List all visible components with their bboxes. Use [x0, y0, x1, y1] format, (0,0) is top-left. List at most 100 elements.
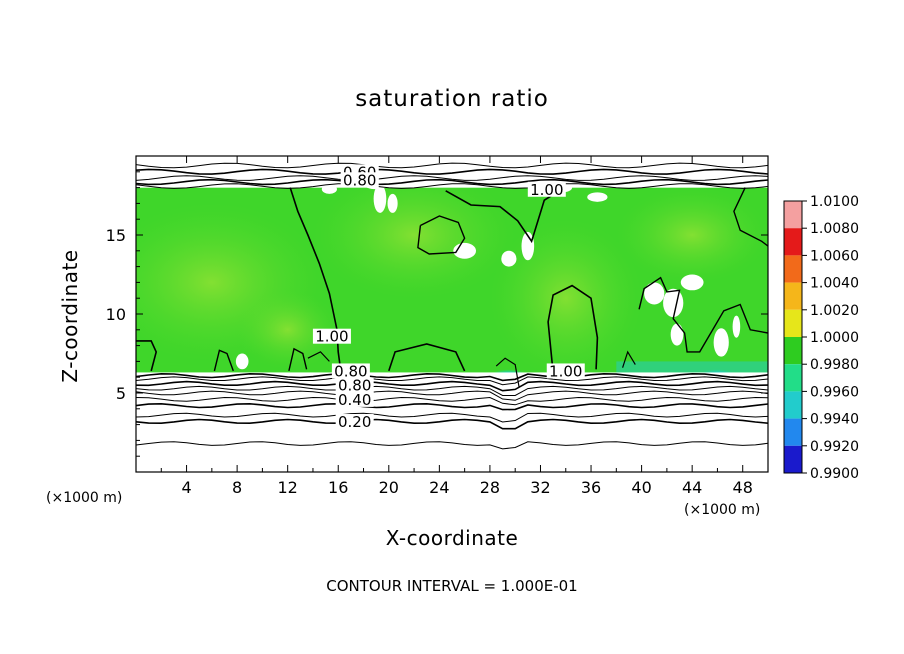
contour-label-bg: [335, 414, 374, 430]
colorbar-segment: [784, 228, 802, 256]
colorbar-label: 1.0100: [810, 194, 859, 210]
colorbar-label: 1.0040: [810, 276, 859, 292]
contour-level-line: [136, 183, 768, 189]
x-tick-label: 28: [480, 478, 500, 497]
dry-patch: [373, 184, 387, 213]
dry-patch: [732, 315, 741, 338]
cool-band: [616, 361, 768, 373]
contour-level-line: [136, 390, 768, 401]
contour-label: 0.20: [338, 413, 371, 431]
x-tick-label: 20: [379, 478, 399, 497]
contour-label: 1.00: [315, 328, 348, 346]
dry-patch: [587, 192, 608, 202]
contour-one-line: [307, 351, 330, 362]
colorbar-segment: [784, 445, 802, 473]
chart-title: saturation ratio: [355, 86, 549, 112]
x-tick-label: 40: [631, 478, 651, 497]
contour-label: 1.00: [549, 362, 582, 380]
contour-one-line: [213, 349, 234, 372]
contour-one-line: [622, 350, 636, 368]
contour-one-line: [445, 188, 563, 244]
contour-level-line: [136, 380, 768, 392]
contour-label-bg: [335, 391, 374, 407]
colorbar-label: 0.9980: [810, 357, 859, 373]
dry-patch: [663, 288, 684, 318]
colorbar-label: 0.9900: [810, 466, 859, 482]
contour-level-line: [136, 168, 768, 175]
x-tick-label: 16: [328, 478, 348, 497]
contour-level-line: [136, 372, 768, 382]
field-warm-region: [616, 187, 768, 283]
dry-patch: [387, 193, 398, 213]
field-warm-region: [237, 290, 339, 370]
x-tick-label: 24: [429, 478, 449, 497]
contour-one-line: [495, 357, 520, 387]
colorbar-label: 0.9940: [810, 412, 859, 428]
colorbar-label: 1.0020: [810, 303, 859, 319]
dry-patch: [644, 282, 665, 305]
colorbar-segment: [784, 418, 802, 446]
colorbar-segment: [784, 201, 802, 229]
contour-one-line: [136, 340, 158, 372]
contour-label-bg: [335, 377, 374, 393]
x-tick-label: 48: [733, 478, 753, 497]
colorbar-label: 1.0080: [810, 221, 859, 237]
colorbar-segment: [784, 282, 802, 310]
dry-patch: [501, 250, 517, 267]
contour-one-line: [289, 187, 342, 372]
contour-label-bg: [340, 172, 379, 188]
colorbar-label: 1.0000: [810, 330, 859, 346]
contour-level-line: [136, 412, 768, 423]
x-tick-label: 12: [278, 478, 298, 497]
contour-label-bg: [546, 363, 585, 379]
dry-patch: [235, 353, 249, 370]
contour-level-line: [136, 162, 768, 169]
contour-label: 1.00: [530, 181, 563, 199]
contour-one-line: [638, 276, 768, 353]
contour-level-line: [136, 376, 768, 386]
y-tick-label: 10: [106, 305, 126, 324]
contour-level-line: [136, 396, 768, 406]
contour-level-line: [136, 441, 768, 450]
contour-label: 0.80: [338, 377, 371, 395]
contour-level-line: [136, 385, 768, 396]
x-tick-label: 44: [682, 478, 702, 497]
dry-patch: [680, 274, 704, 291]
y-tick-label: 5: [116, 384, 126, 403]
colorbar-segment: [784, 309, 802, 337]
colorbar-label: 1.0060: [810, 248, 859, 264]
dry-patch: [713, 328, 729, 357]
x-tick-label: 4: [181, 478, 191, 497]
x-tick-label: 36: [581, 478, 601, 497]
dry-patch: [521, 231, 535, 261]
x-unit-right: (×1000 m): [684, 502, 761, 518]
contour-level-line: [136, 175, 768, 181]
contour-one-line: [547, 284, 599, 373]
colorbar-segment: [784, 337, 802, 365]
contour-level-line: [136, 418, 768, 430]
contour-one-line: [388, 343, 466, 372]
x-tick-label: 8: [232, 478, 242, 497]
contour-interval-note: CONTOUR INTERVAL = 1.000E-01: [326, 577, 578, 595]
colorbar-segment: [784, 255, 802, 283]
colorbar-segment: [784, 364, 802, 392]
colorbar-label: 0.9920: [810, 439, 859, 455]
contour-one-line: [417, 215, 466, 255]
contour-label-bg: [312, 328, 351, 344]
colorbar-segment: [784, 391, 802, 419]
x-axis-label: X-coordinate: [385, 526, 519, 550]
contour-label: 0.40: [338, 391, 371, 409]
contour-level-line: [136, 402, 768, 411]
contour-label-bg: [331, 363, 370, 379]
contour-level-line: [136, 178, 768, 186]
dry-patch: [670, 323, 684, 346]
contour-label: 0.80: [334, 362, 367, 380]
contour-one-line: [733, 187, 768, 247]
contour-one-line: [288, 347, 308, 372]
contour-label: 0.80: [343, 171, 376, 189]
y-tick-label: 15: [106, 226, 126, 245]
colorbar-label: 0.9960: [810, 384, 859, 400]
x-tick-label: 32: [530, 478, 550, 497]
contour-label-bg: [527, 181, 566, 197]
